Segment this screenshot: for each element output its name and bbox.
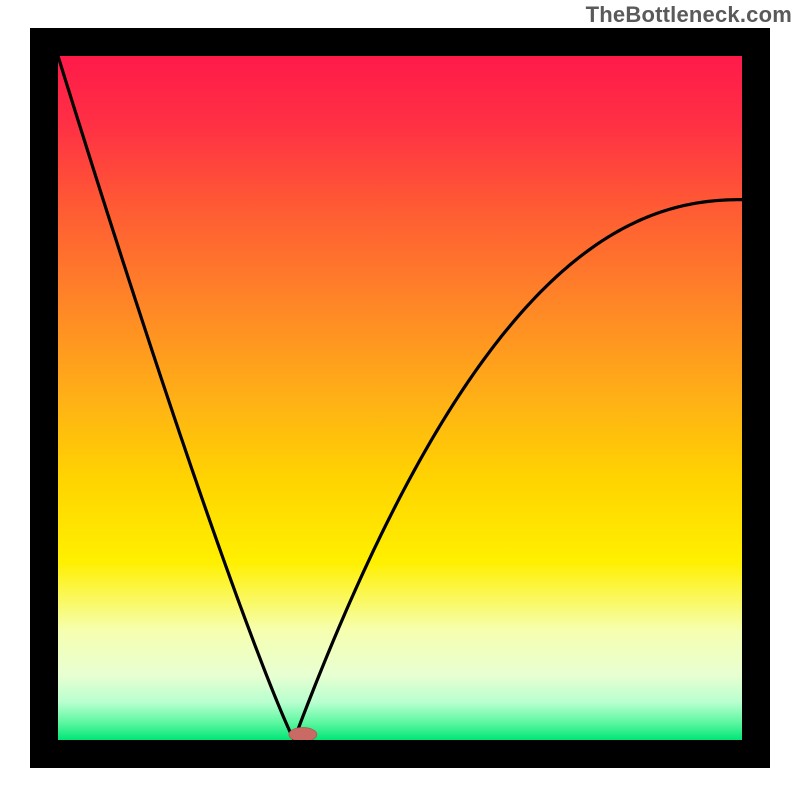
bottleneck-chart xyxy=(30,28,770,768)
gradient-background xyxy=(58,56,742,740)
figure-root: TheBottleneck.com xyxy=(0,0,800,800)
plot-area xyxy=(30,28,770,768)
watermark-label: TheBottleneck.com xyxy=(586,2,792,28)
optimum-marker xyxy=(289,728,317,742)
